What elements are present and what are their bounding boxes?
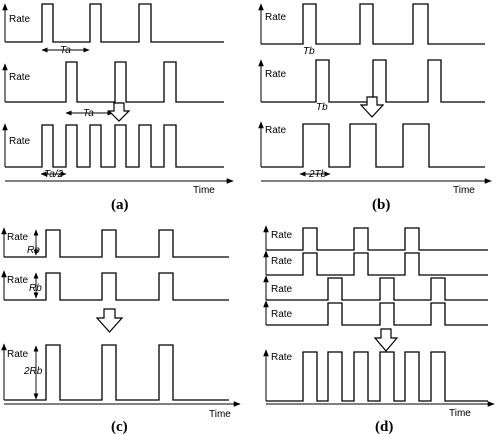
caption-a: (a) xyxy=(111,197,129,213)
panel-d-stream-2: Rate xyxy=(263,250,488,276)
arrow-down-icon xyxy=(373,328,399,352)
waveform xyxy=(261,123,485,168)
arrow-down-icon xyxy=(95,308,124,333)
ta-label: Ta xyxy=(83,108,94,119)
rb-label: Rb xyxy=(27,245,40,256)
arrow-down-icon xyxy=(359,96,385,118)
arrow-down-icon xyxy=(107,102,131,122)
time-label: Time xyxy=(193,185,215,196)
caption-b: (b) xyxy=(372,197,390,213)
waveform xyxy=(261,59,485,103)
waveform xyxy=(266,302,488,326)
rate-label: Rate xyxy=(7,275,29,286)
panel-c: Rate Rb Rate Rb Rate 2Rb Time (c) xyxy=(1,227,241,434)
panel-d-combined: Rate xyxy=(263,349,488,402)
waveform xyxy=(266,252,488,276)
time-label: Time xyxy=(453,185,475,196)
waveform xyxy=(266,277,488,301)
panel-b-combined: Rate 2Tb xyxy=(258,121,485,180)
panel-b: Rate Tb Rate Tb Rate 2Tb Time (b) xyxy=(258,3,492,213)
rate-label: Rate xyxy=(271,352,293,363)
rate-label: Rate xyxy=(7,349,29,360)
two-tb-label: 2Tb xyxy=(308,169,327,180)
panel-c-combined: Rate 2Rb xyxy=(1,343,229,401)
time-label: Time xyxy=(449,408,471,419)
waveform xyxy=(4,272,229,301)
rate-label: Rate xyxy=(271,256,293,267)
panel-d-stream-4: Rate xyxy=(263,300,488,326)
waveform xyxy=(5,124,224,168)
rate-label: Rate xyxy=(271,230,293,241)
rate-label: Rate xyxy=(9,72,31,83)
waveform xyxy=(266,227,488,251)
panel-a: Rate Ta Rate Ta Rate Ta/2 Time (a) xyxy=(2,3,234,213)
tb-label: Tb xyxy=(316,102,328,113)
rate-label: Rate xyxy=(271,284,293,295)
panel-d-stream-3: Rate xyxy=(263,275,488,301)
panel-b-stream-1: Rate Tb xyxy=(258,3,485,57)
waveform xyxy=(261,3,485,45)
rate-label: Rate xyxy=(265,69,287,80)
waveform xyxy=(5,61,224,103)
panel-b-stream-2: Rate Tb xyxy=(258,59,485,113)
caption-d: (d) xyxy=(375,419,393,434)
waveform xyxy=(5,3,224,43)
rate-label: Rate xyxy=(265,125,287,136)
rate-label: Rate xyxy=(9,136,31,147)
ta-label: Ta xyxy=(60,45,71,56)
panel-c-stream-2: Rate Rb xyxy=(1,270,229,301)
tb-label: Tb xyxy=(303,46,315,57)
rate-label: Rate xyxy=(265,12,287,23)
panel-d-stream-1: Rate xyxy=(263,225,488,251)
two-rb-label: 2Rb xyxy=(23,366,43,377)
rate-label: Rate xyxy=(7,232,29,243)
rate-label: Rate xyxy=(9,14,31,25)
panel-a-stream-2: Rate Ta xyxy=(2,61,224,119)
ta-half-label: Ta/2 xyxy=(44,169,64,180)
rate-label: Rate xyxy=(271,309,293,320)
rb-label: Rb xyxy=(29,283,42,294)
panel-a-stream-1: Rate Ta xyxy=(2,3,224,56)
waveform xyxy=(4,344,229,401)
panel-c-stream-1: Rate Rb xyxy=(1,227,229,258)
waveform xyxy=(266,351,488,402)
caption-c: (c) xyxy=(111,419,128,434)
panel-a-combined: Rate Ta/2 xyxy=(2,123,224,180)
time-label: Time xyxy=(209,409,231,420)
waveform xyxy=(4,229,229,258)
panel-d: Rate Rate Rate Rate Rate xyxy=(263,225,495,434)
